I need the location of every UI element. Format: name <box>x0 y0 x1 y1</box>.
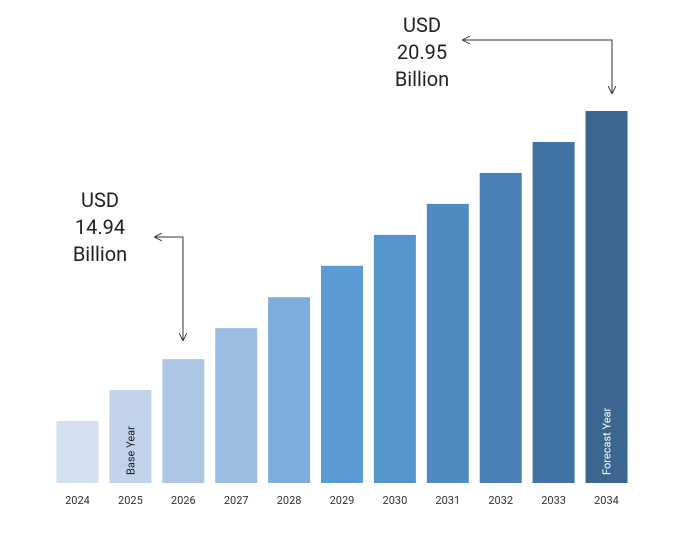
x-tick-label: 2034 <box>594 494 619 507</box>
x-tick-label: 2031 <box>435 494 460 507</box>
bar <box>109 390 152 483</box>
bar <box>585 111 628 483</box>
bar-note: Forecast Year <box>601 407 614 475</box>
bar <box>162 359 205 483</box>
x-tick-label: 2028 <box>277 494 302 507</box>
x-tick-label: 2027 <box>224 494 249 507</box>
x-tick-label: 2024 <box>65 494 90 507</box>
bar <box>426 203 469 483</box>
x-tick-label: 2033 <box>541 494 566 507</box>
bar <box>321 265 363 483</box>
bar <box>56 421 99 483</box>
arrow <box>155 237 183 340</box>
bar <box>532 141 575 484</box>
bar <box>215 328 258 483</box>
bar-note: Base Year <box>124 426 137 475</box>
bar <box>373 234 416 483</box>
x-tick-label: 2030 <box>383 494 408 507</box>
bar <box>268 297 311 483</box>
x-tick-label: 2032 <box>488 494 513 507</box>
x-tick-label: 2026 <box>171 494 196 507</box>
x-tick-label: 2029 <box>330 494 355 507</box>
x-tick-label: 2025 <box>118 494 143 507</box>
arrow <box>463 40 612 93</box>
value-label: USD 14.94 Billion <box>73 188 127 266</box>
bar <box>479 172 522 483</box>
value-label: USD 20.95 Billion <box>395 13 449 91</box>
